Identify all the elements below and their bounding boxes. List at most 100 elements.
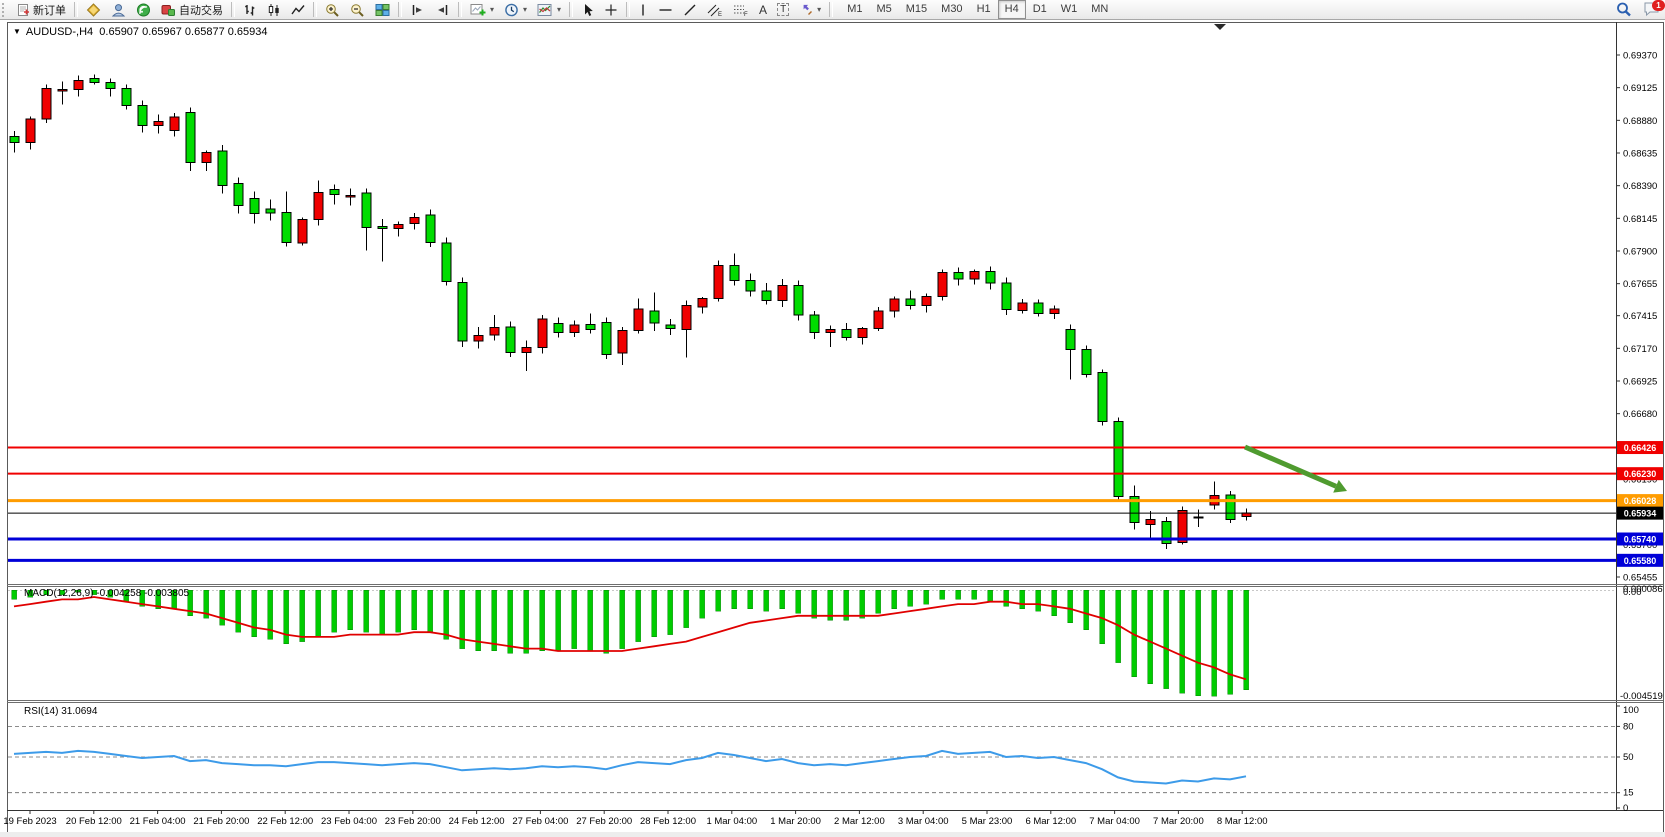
- zoom-in-button[interactable]: [320, 0, 345, 19]
- zoom-out-button[interactable]: [345, 0, 370, 19]
- market-watch-button[interactable]: [81, 0, 106, 19]
- timeframe-button-W1[interactable]: W1: [1060, 3, 1078, 15]
- svg-text:0.68145: 0.68145: [1623, 214, 1657, 225]
- toolbar-separator: [231, 2, 235, 17]
- chart-title: ▼ AUDUSD-,H4 0.65907 0.65967 0.65877 0.65…: [13, 26, 268, 38]
- horizontal-level-lines[interactable]: 0.66426 0.66230 0.66028 0.65934 0.65740 0.655…: [8, 441, 1663, 567]
- svg-text:15: 15: [1623, 788, 1634, 799]
- new-order-icon: [16, 3, 30, 17]
- chat-button[interactable]: 1: [1643, 0, 1665, 19]
- arrows-tool-button[interactable]: ▾: [794, 0, 826, 19]
- trendline-tool-button[interactable]: [678, 0, 702, 19]
- svg-text:6 Mar 12:00: 6 Mar 12:00: [1025, 816, 1076, 827]
- signals-button[interactable]: [131, 0, 156, 19]
- chart-canvas[interactable]: 0.69370 0.69125 0.68880 0.68635 0.68390 0.681…: [0, 20, 1665, 837]
- svg-text:0.66028: 0.66028: [1624, 496, 1657, 506]
- fibonacci-icon: F: [733, 3, 749, 17]
- horizontal-line-tool-button[interactable]: [653, 0, 678, 19]
- line-chart-button[interactable]: [286, 0, 310, 19]
- candle: [681, 305, 692, 331]
- bar-chart-button[interactable]: [238, 0, 262, 19]
- auto-trading-button[interactable]: 自动交易: [156, 0, 228, 19]
- candle: [9, 135, 20, 143]
- bottom-strip: [0, 832, 1665, 837]
- equidistant-channel-tool-button[interactable]: E: [702, 0, 728, 19]
- price-tag: [1617, 441, 1663, 455]
- text-label-tool-button[interactable]: T: [772, 0, 794, 19]
- candle: [217, 150, 228, 187]
- timeframe-button-M30[interactable]: M30: [941, 3, 963, 15]
- indicators-button[interactable]: ▾: [465, 0, 499, 19]
- timeframe-button-H1[interactable]: H1: [976, 3, 991, 15]
- candle: [889, 298, 900, 312]
- toolbar-separator: [569, 2, 574, 17]
- tile-windows-icon: [375, 3, 390, 17]
- timeframe-button-M15[interactable]: M15: [905, 3, 928, 15]
- chart-collapse-arrow[interactable]: ▼: [13, 27, 21, 36]
- toolbar-grip[interactable]: [2, 2, 9, 17]
- candle: [713, 265, 724, 299]
- chart-shift-button[interactable]: [430, 0, 455, 19]
- crosshair-tool-button[interactable]: [599, 0, 623, 19]
- zoom-in-icon: [325, 3, 340, 17]
- timeframe-button-MN[interactable]: MN: [1091, 3, 1109, 15]
- fibonacci-tool-button[interactable]: F: [728, 0, 754, 19]
- candle: [313, 191, 324, 221]
- community-button[interactable]: [106, 0, 131, 19]
- chart-frame: [7, 22, 1664, 833]
- auto-trading-icon: [161, 3, 176, 17]
- svg-text:0.68880: 0.68880: [1623, 116, 1657, 127]
- candlestick-chart-button[interactable]: [262, 0, 286, 19]
- svg-text:0.65740: 0.65740: [1624, 535, 1657, 545]
- arrow-annotation[interactable]: [1244, 444, 1347, 493]
- toolbar-separator: [829, 2, 834, 17]
- gold-diamond-icon: [86, 2, 101, 17]
- timeframe-button-H4[interactable]: H4: [997, 0, 1026, 19]
- macd-indicator-label: MACD(12,26,9) -0.004258 -0.003805: [24, 588, 190, 599]
- candle: [921, 295, 932, 307]
- vertical-line-tool-button[interactable]: [633, 0, 653, 19]
- candles: [9, 74, 1252, 549]
- text-tool-button[interactable]: A: [754, 0, 772, 19]
- candle: [393, 223, 404, 229]
- periods-button[interactable]: ▾: [499, 0, 532, 19]
- svg-text:0.68635: 0.68635: [1623, 149, 1657, 160]
- toolbar-separator: [398, 2, 402, 17]
- svg-text:0.67655: 0.67655: [1623, 279, 1657, 290]
- tile-windows-button[interactable]: [370, 0, 395, 19]
- candle: [601, 321, 612, 355]
- candle: [665, 324, 676, 329]
- candle: [1129, 495, 1140, 523]
- svg-text:0.00: 0.00: [1623, 587, 1642, 598]
- cursor-tool-button[interactable]: [576, 0, 599, 19]
- text-tool-icon: A: [759, 2, 768, 17]
- svg-text:1 Mar 20:00: 1 Mar 20:00: [770, 816, 821, 827]
- templates-button[interactable]: ▾: [532, 0, 566, 19]
- candle: [1033, 302, 1044, 315]
- candle: [793, 285, 804, 316]
- candle: [777, 285, 788, 301]
- candle: [809, 314, 820, 333]
- channel-icon: E: [707, 3, 723, 17]
- svg-text:-0.004519: -0.004519: [1620, 691, 1663, 702]
- svg-text:21 Feb 20:00: 21 Feb 20:00: [193, 816, 249, 827]
- timeframe-button-D1[interactable]: D1: [1032, 3, 1047, 15]
- candle: [57, 89, 68, 92]
- candle: [1161, 521, 1172, 545]
- search-button[interactable]: [1611, 0, 1637, 19]
- chart-shift-marker[interactable]: [1214, 24, 1226, 30]
- timeframe-toolbar: M1 M5 M15 M30 H1 H4 D1 W1 MN: [840, 0, 1115, 19]
- timeframe-button-M1[interactable]: M1: [847, 3, 863, 15]
- new-order-button[interactable]: 新订单: [11, 0, 71, 19]
- candle: [985, 271, 996, 284]
- svg-text:0: 0: [1623, 803, 1628, 814]
- timeframe-button-M5[interactable]: M5: [876, 3, 892, 15]
- price-tag: [1617, 532, 1663, 546]
- macd-panel: [11, 589, 1249, 697]
- svg-text:0.66426: 0.66426: [1624, 443, 1657, 453]
- svg-text:7 Mar 04:00: 7 Mar 04:00: [1089, 816, 1140, 827]
- auto-scroll-button[interactable]: [405, 0, 430, 19]
- candle: [25, 118, 36, 143]
